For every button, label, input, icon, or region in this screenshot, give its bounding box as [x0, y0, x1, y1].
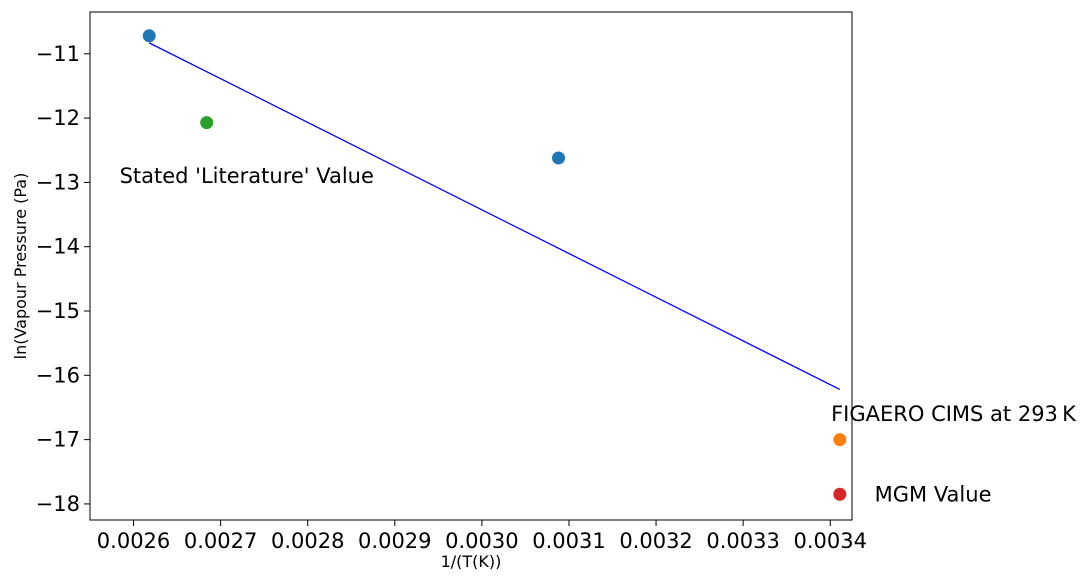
y-tick-label: −17 [36, 428, 80, 452]
x-tick-label: 0.0027 [184, 529, 257, 553]
y-tick-label: −15 [36, 299, 80, 323]
x-tick-label: 0.0031 [532, 529, 605, 553]
x-tick-label: 0.0033 [706, 529, 779, 553]
annotation-label: Stated 'Literature' Value [120, 164, 374, 188]
y-axis-ticks: −11 −12 −13 −14 −15 −16 −17 −18 [36, 42, 90, 516]
y-tick-label: −12 [36, 106, 80, 130]
y-tick-label: −18 [36, 492, 80, 516]
x-tick-label: 0.0026 [97, 529, 170, 553]
y-tick-label: −11 [36, 42, 80, 66]
x-axis-label: 1/(T(K)) [441, 552, 502, 571]
y-tick-label: −14 [36, 235, 80, 259]
y-tick-label: −16 [36, 363, 80, 387]
x-axis-ticks: 0.0026 0.0027 0.0028 0.0029 0.0030 0.0031 0.00… [97, 520, 867, 553]
x-tick-label: 0.0029 [358, 529, 431, 553]
fit-line-layer [148, 42, 841, 391]
y-axis-label: ln(Vapour Pressure (Pa) [11, 173, 30, 360]
data-point-series-2 [833, 433, 847, 447]
annotation-label: MGM Value [875, 482, 992, 506]
annotations-layer: Stated 'Literature' Value FIGAERO CIMS at… [120, 164, 1078, 506]
data-point-series-4 [833, 487, 847, 501]
plot-area-frame [89, 11, 853, 521]
fit-line [148, 42, 841, 391]
data-point-series-1 [552, 151, 566, 165]
annotation-label: FIGAERO CIMS at 293 K [831, 402, 1077, 426]
x-tick-label: 0.0034 [793, 529, 866, 553]
data-point-series-3 [200, 116, 214, 130]
data-points-layer [142, 29, 847, 501]
x-tick-label: 0.0030 [445, 529, 518, 553]
data-point-series-1 [142, 29, 156, 43]
y-tick-label: −13 [36, 170, 80, 194]
x-tick-label: 0.0032 [619, 529, 692, 553]
x-tick-label: 0.0028 [271, 529, 344, 553]
